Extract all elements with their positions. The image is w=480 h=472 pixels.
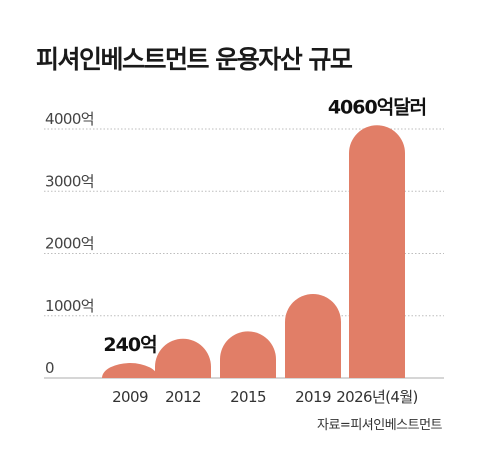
x-tick-label-3: 2019 [295, 388, 331, 406]
bar-2 [220, 331, 276, 378]
y-tick-label-4: 4000억 [45, 110, 94, 128]
data-label-0: 240억 [103, 334, 156, 356]
bar-1 [155, 338, 211, 378]
y-tick-label-3: 3000억 [45, 172, 94, 190]
bar-3 [285, 293, 341, 378]
y-tick-label-1: 1000억 [45, 297, 94, 315]
bar-0 [102, 363, 158, 378]
chart-title: 피셔인베스트먼트 운용자산 규모 [36, 45, 353, 74]
data-label-4: 4060억달러 [328, 96, 426, 118]
x-tick-label-0: 2009 [112, 388, 148, 406]
source-note: 자료=피셔인베스트먼트 [317, 418, 443, 433]
x-tick-label-4: 2026년(4월) [336, 388, 418, 406]
y-tick-label-2: 2000억 [45, 235, 94, 253]
x-tick-label-2: 2015 [230, 388, 266, 406]
y-tick-label-0: 0 [45, 359, 54, 377]
x-tick-label-1: 2012 [165, 388, 201, 406]
bar-4 [349, 125, 405, 378]
